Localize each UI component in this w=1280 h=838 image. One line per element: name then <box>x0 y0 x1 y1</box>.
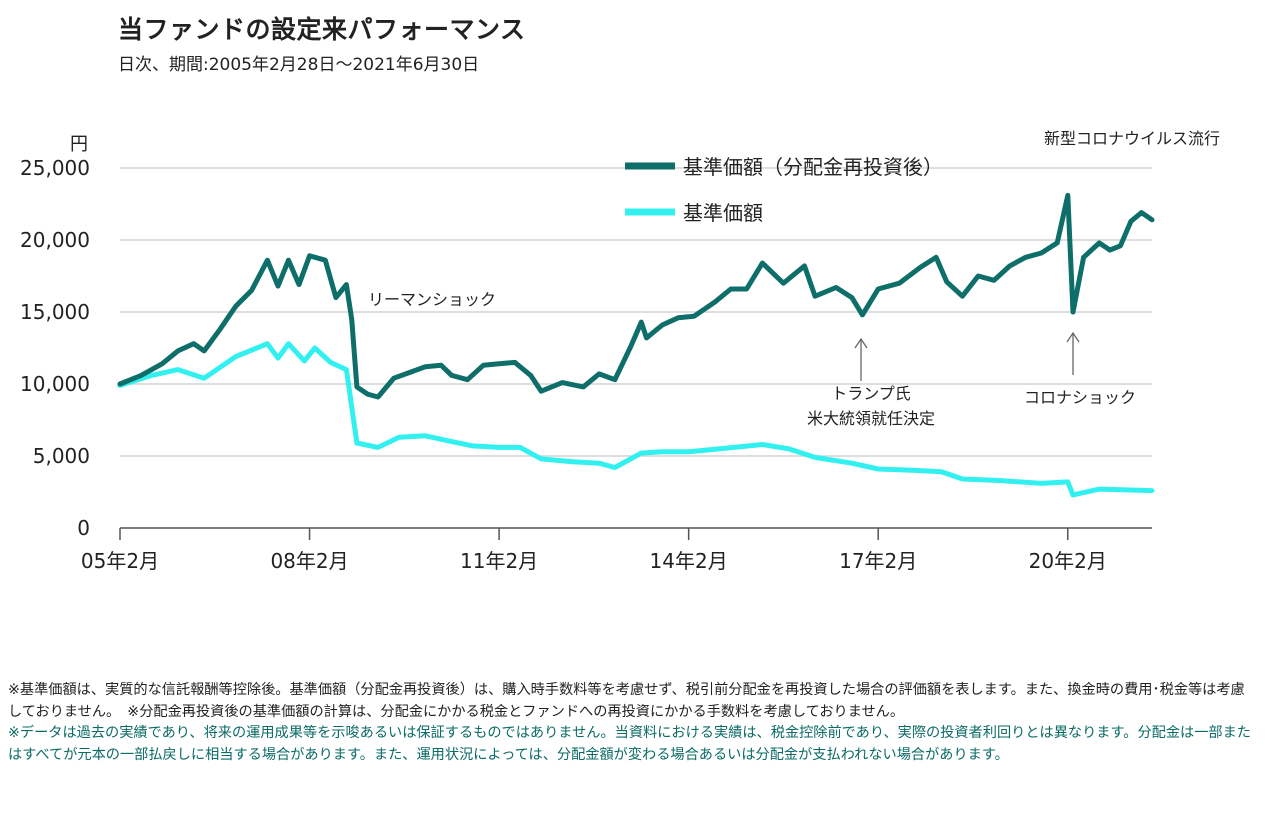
y-tick-label: 5,000 <box>33 444 90 468</box>
x-axis: 05年2月 08年2月 11年2月 14年2月 17年2月 20年2月 <box>81 527 1152 573</box>
y-tick-label: 10,000 <box>20 372 90 396</box>
series-lines <box>117 192 1155 498</box>
annotation-text: 新型コロナウイルス流行 <box>1044 129 1220 148</box>
x-tick-label: 11年2月 <box>460 549 538 573</box>
x-tick-label: 14年2月 <box>650 549 728 573</box>
y-tick-label: 0 <box>77 516 90 540</box>
annotation-text: 米大統領就任決定 <box>807 409 935 428</box>
annotation-arrowhead <box>1066 331 1080 343</box>
footnotes: ※基準価額は、実質的な信託報酬等控除後。基準価額（分配金再投資後）は、購入時手数… <box>8 680 1258 766</box>
y-tick-label: 20,000 <box>20 228 90 252</box>
y-tick-label: 15,000 <box>20 300 90 324</box>
legend-label: 基準価額（分配金再投資後） <box>683 155 943 179</box>
annotation-text: リーマンショック <box>368 290 496 309</box>
annotation-text: コロナショック <box>1024 388 1136 407</box>
chart-title: 当ファンドの設定来パフォーマンス <box>118 15 526 44</box>
y-axis-unit: 円 <box>70 134 88 155</box>
x-tick-label: 17年2月 <box>839 549 917 573</box>
annotation-text: トランプ氏 <box>831 384 911 403</box>
series-line-reinvested <box>117 192 1155 400</box>
legend-label: 基準価額 <box>683 201 763 225</box>
footnote-disclaimer: ※データは過去の実績であり、将来の運用成果等を示唆あるいは保証するものではありま… <box>8 725 1251 763</box>
chart-subtitle: 日次、期間:2005年2月28日～2021年6月30日 <box>118 55 480 75</box>
x-tick-label: 05年2月 <box>81 549 159 573</box>
y-tick-label: 25,000 <box>20 156 90 180</box>
annotation-arrowhead <box>854 337 868 349</box>
x-tick-label: 08年2月 <box>270 549 348 573</box>
x-tick-label: 20年2月 <box>1029 549 1107 573</box>
footnote-general: ※基準価額は、実質的な信託報酬等控除後。基準価額（分配金再投資後）は、購入時手数… <box>8 682 1245 720</box>
legend: 基準価額（分配金再投資後） 基準価額 <box>625 155 943 225</box>
series-line-nav <box>117 341 1155 498</box>
